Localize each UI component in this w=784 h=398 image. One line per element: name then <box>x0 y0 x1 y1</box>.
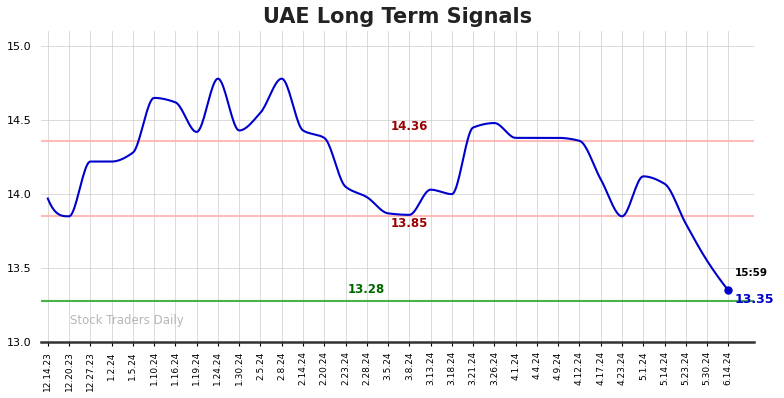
Text: 15:59: 15:59 <box>735 269 768 279</box>
Title: UAE Long Term Signals: UAE Long Term Signals <box>263 7 532 27</box>
Text: 13.28: 13.28 <box>348 283 386 296</box>
Text: Stock Traders Daily: Stock Traders Daily <box>70 314 183 326</box>
Text: 13.85: 13.85 <box>390 217 428 230</box>
Text: 14.36: 14.36 <box>390 120 428 133</box>
Text: 13.35: 13.35 <box>735 293 775 306</box>
